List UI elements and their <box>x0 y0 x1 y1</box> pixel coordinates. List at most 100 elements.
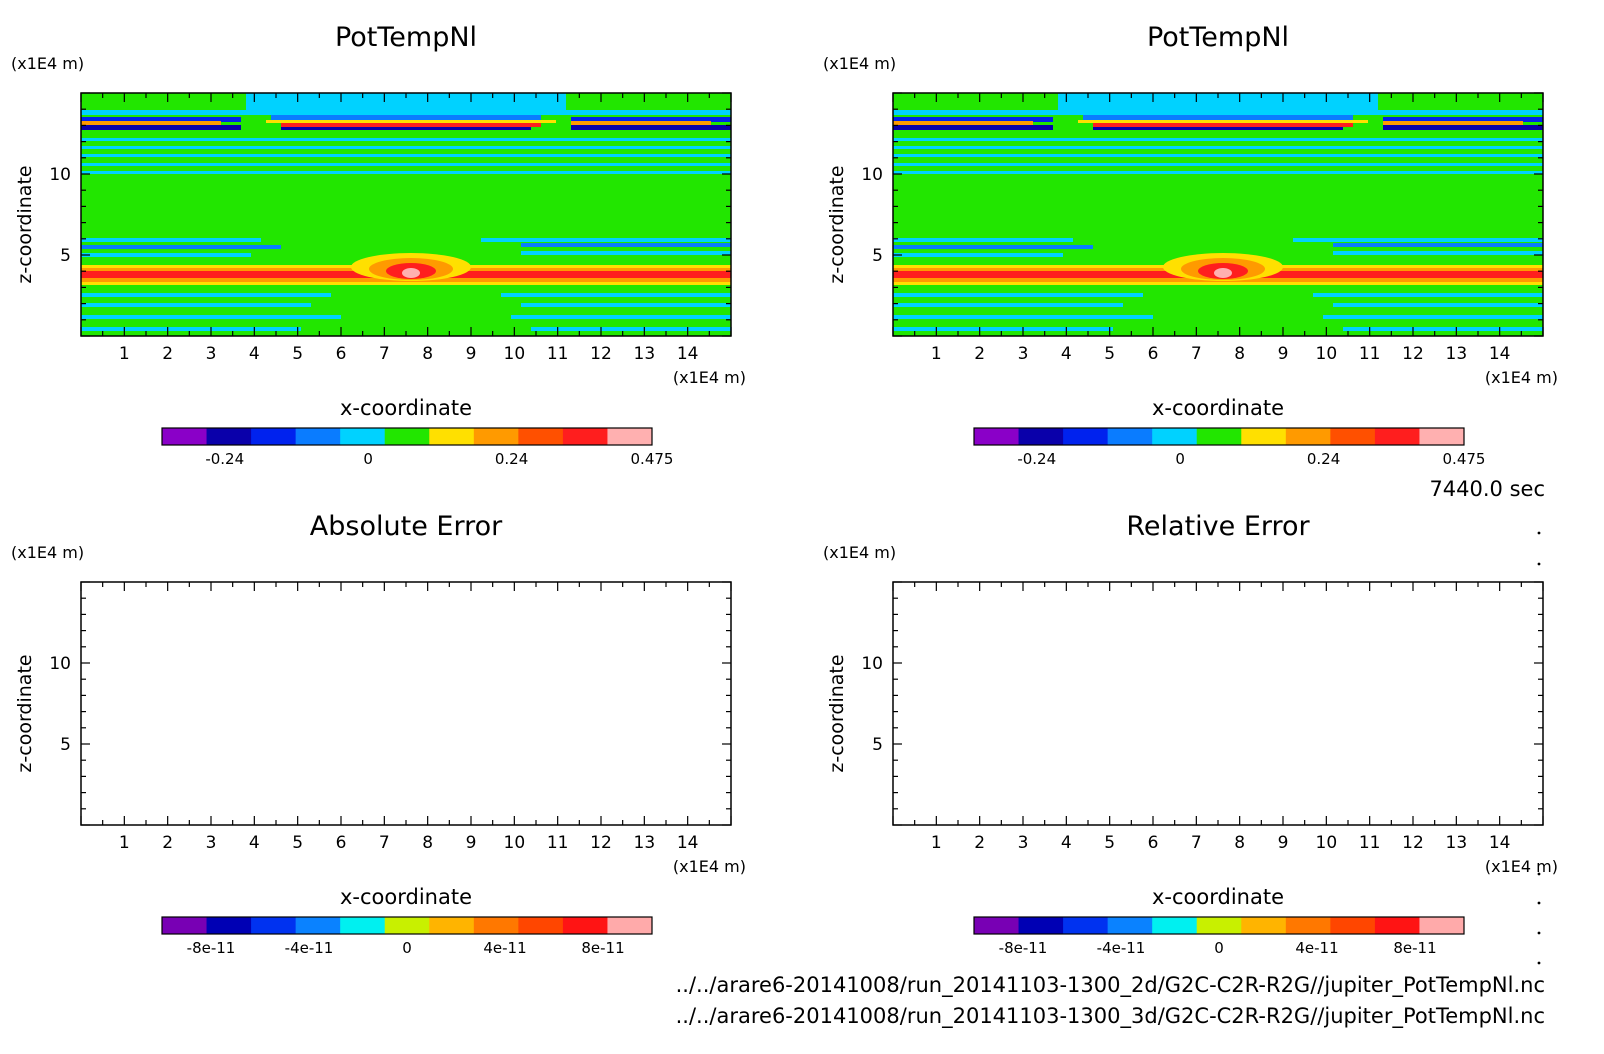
x-tick-label: 11 <box>1359 344 1381 364</box>
x-tick-label: 13 <box>1446 833 1468 853</box>
y-ticks: 5 10 <box>49 92 731 337</box>
top-band-cyan <box>246 93 566 110</box>
y-axis-label: z-coordinate <box>14 654 36 772</box>
lower-wave-band <box>521 243 731 247</box>
colorbar-tick-label: 8e-11 <box>581 939 624 957</box>
x-tick-label: 9 <box>1278 344 1289 364</box>
heatmap-field <box>81 93 731 336</box>
colorbar-swatch <box>974 428 1020 445</box>
x-tick-label: 1 <box>931 833 942 853</box>
center-band-darkblue <box>1093 127 1343 130</box>
x-tick-label: 2 <box>162 833 173 853</box>
colorbar: -8e-11 -4e-11 0 4e-11 8e-11 <box>973 916 1465 957</box>
band-cyan <box>81 110 731 115</box>
center-band-red <box>281 123 541 127</box>
colorbar: -8e-11 -4e-11 0 4e-11 8e-11 <box>161 916 653 957</box>
lower-wave-band <box>521 251 731 255</box>
x-tick-label: 12 <box>590 833 612 853</box>
y-axis-label: z-coordinate <box>826 654 848 772</box>
x-tick-label: 5 <box>1104 833 1115 853</box>
x-tick-label: 1 <box>119 833 130 853</box>
x-tick-label: 8 <box>422 344 433 364</box>
x-unit-label: (x1E4 m) <box>673 368 746 387</box>
upper-wave-band <box>893 138 1543 141</box>
upper-wave-band <box>893 171 1543 174</box>
upper-wave-band <box>893 163 1543 166</box>
y-tick-label: 5 <box>872 735 883 755</box>
upper-wave-band <box>893 154 1543 157</box>
left-upper-stripes <box>81 117 241 130</box>
colorbar-swatch <box>1152 917 1198 934</box>
top-band-cyan <box>1058 93 1378 110</box>
left-upper-stripes <box>893 117 1053 130</box>
x-tick-label: 8 <box>422 833 433 853</box>
colorbar-tick-label: -4e-11 <box>1097 939 1146 957</box>
colorbar-tick-label: -0.24 <box>1017 450 1056 468</box>
heatmap-field <box>893 93 1543 336</box>
center-band-yellow <box>1078 120 1368 123</box>
colorbar-frame <box>161 427 653 446</box>
x-tick-label: 10 <box>1316 344 1338 364</box>
upper-wave-band <box>81 171 731 174</box>
x-tick-label: 14 <box>1489 344 1511 364</box>
y-unit-label: (x1E4 m) <box>823 543 896 562</box>
colorbar-swatch <box>429 917 475 934</box>
x-tick-label: 6 <box>336 344 347 364</box>
colorbar-swatch <box>251 428 297 445</box>
colorbar-swatch <box>1285 917 1331 934</box>
colorbar-swatch <box>562 917 608 934</box>
colorbar-tick-label: 0 <box>1214 939 1224 957</box>
colorbar-swatch <box>1285 428 1331 445</box>
colorbar-tick-label: 0 <box>1175 450 1185 468</box>
y-ticks: 5 10 <box>861 92 1543 337</box>
bottom-wave-band <box>81 293 331 297</box>
upper-wave-band <box>893 146 1543 149</box>
bottom-wave-band <box>81 327 301 331</box>
chart-title: Relative Error <box>1126 511 1310 542</box>
timestamp-label: 7440.0 sec <box>1429 477 1545 501</box>
y-tick-label: 10 <box>861 165 883 185</box>
bottom-wave-band <box>893 315 1153 319</box>
y-tick-label: 5 <box>60 246 71 266</box>
colorbar-swatch <box>1241 917 1287 934</box>
colorbar-swatch <box>162 917 208 934</box>
lower-wave-band <box>1333 251 1543 255</box>
x-ticks: 1 2 3 4 5 6 7 8 9 10 11 12 13 14 <box>80 93 732 364</box>
colorbar-swatch <box>340 428 386 445</box>
colorbar-swatch <box>1374 917 1420 934</box>
bubble-core <box>402 268 420 278</box>
colorbar-tick-label: 0.475 <box>1443 450 1486 468</box>
center-band-blue <box>271 115 541 120</box>
colorbar-tick-label: 4e-11 <box>1295 939 1338 957</box>
x-tick-label: 13 <box>1446 344 1468 364</box>
bottom-wave-band <box>1323 315 1543 319</box>
panel-relative-error: Relative Error (x1E4 m) (x1E4 m) x-coord… <box>823 511 1558 957</box>
colorbar-swatch <box>295 428 341 445</box>
y-unit-label: (x1E4 m) <box>11 54 84 73</box>
lower-wave-band <box>481 238 731 242</box>
colorbar-swatch <box>1018 428 1064 445</box>
file-path-1: ../../arare6-20141008/run_20141103-1300_… <box>676 973 1545 998</box>
x-tick-label: 14 <box>677 833 699 853</box>
y-tick-label: 10 <box>49 165 71 185</box>
lower-wave-band <box>1333 243 1543 247</box>
y-tick-label: 5 <box>872 246 883 266</box>
colorbar-swatch <box>206 428 252 445</box>
x-tick-label: 2 <box>974 833 985 853</box>
plot-frame <box>80 581 732 826</box>
colorbar-swatch <box>384 917 430 934</box>
y-axis-label: z-coordinate <box>826 165 848 283</box>
colorbar-tick-label: -8e-11 <box>999 939 1048 957</box>
x-tick-label: 10 <box>504 833 526 853</box>
x-tick-label: 4 <box>1061 833 1072 853</box>
colorbar-tick-label: 0.475 <box>631 450 674 468</box>
x-axis-label: x-coordinate <box>340 396 472 420</box>
colorbar-swatch <box>1330 428 1376 445</box>
x-tick-label: 5 <box>292 344 303 364</box>
colorbar-tick-label: 0 <box>402 939 412 957</box>
right-upper-stripes <box>1383 117 1543 130</box>
colorbar-swatch <box>518 917 564 934</box>
colorbar-swatch <box>518 428 564 445</box>
x-axis-label: x-coordinate <box>1152 396 1284 420</box>
